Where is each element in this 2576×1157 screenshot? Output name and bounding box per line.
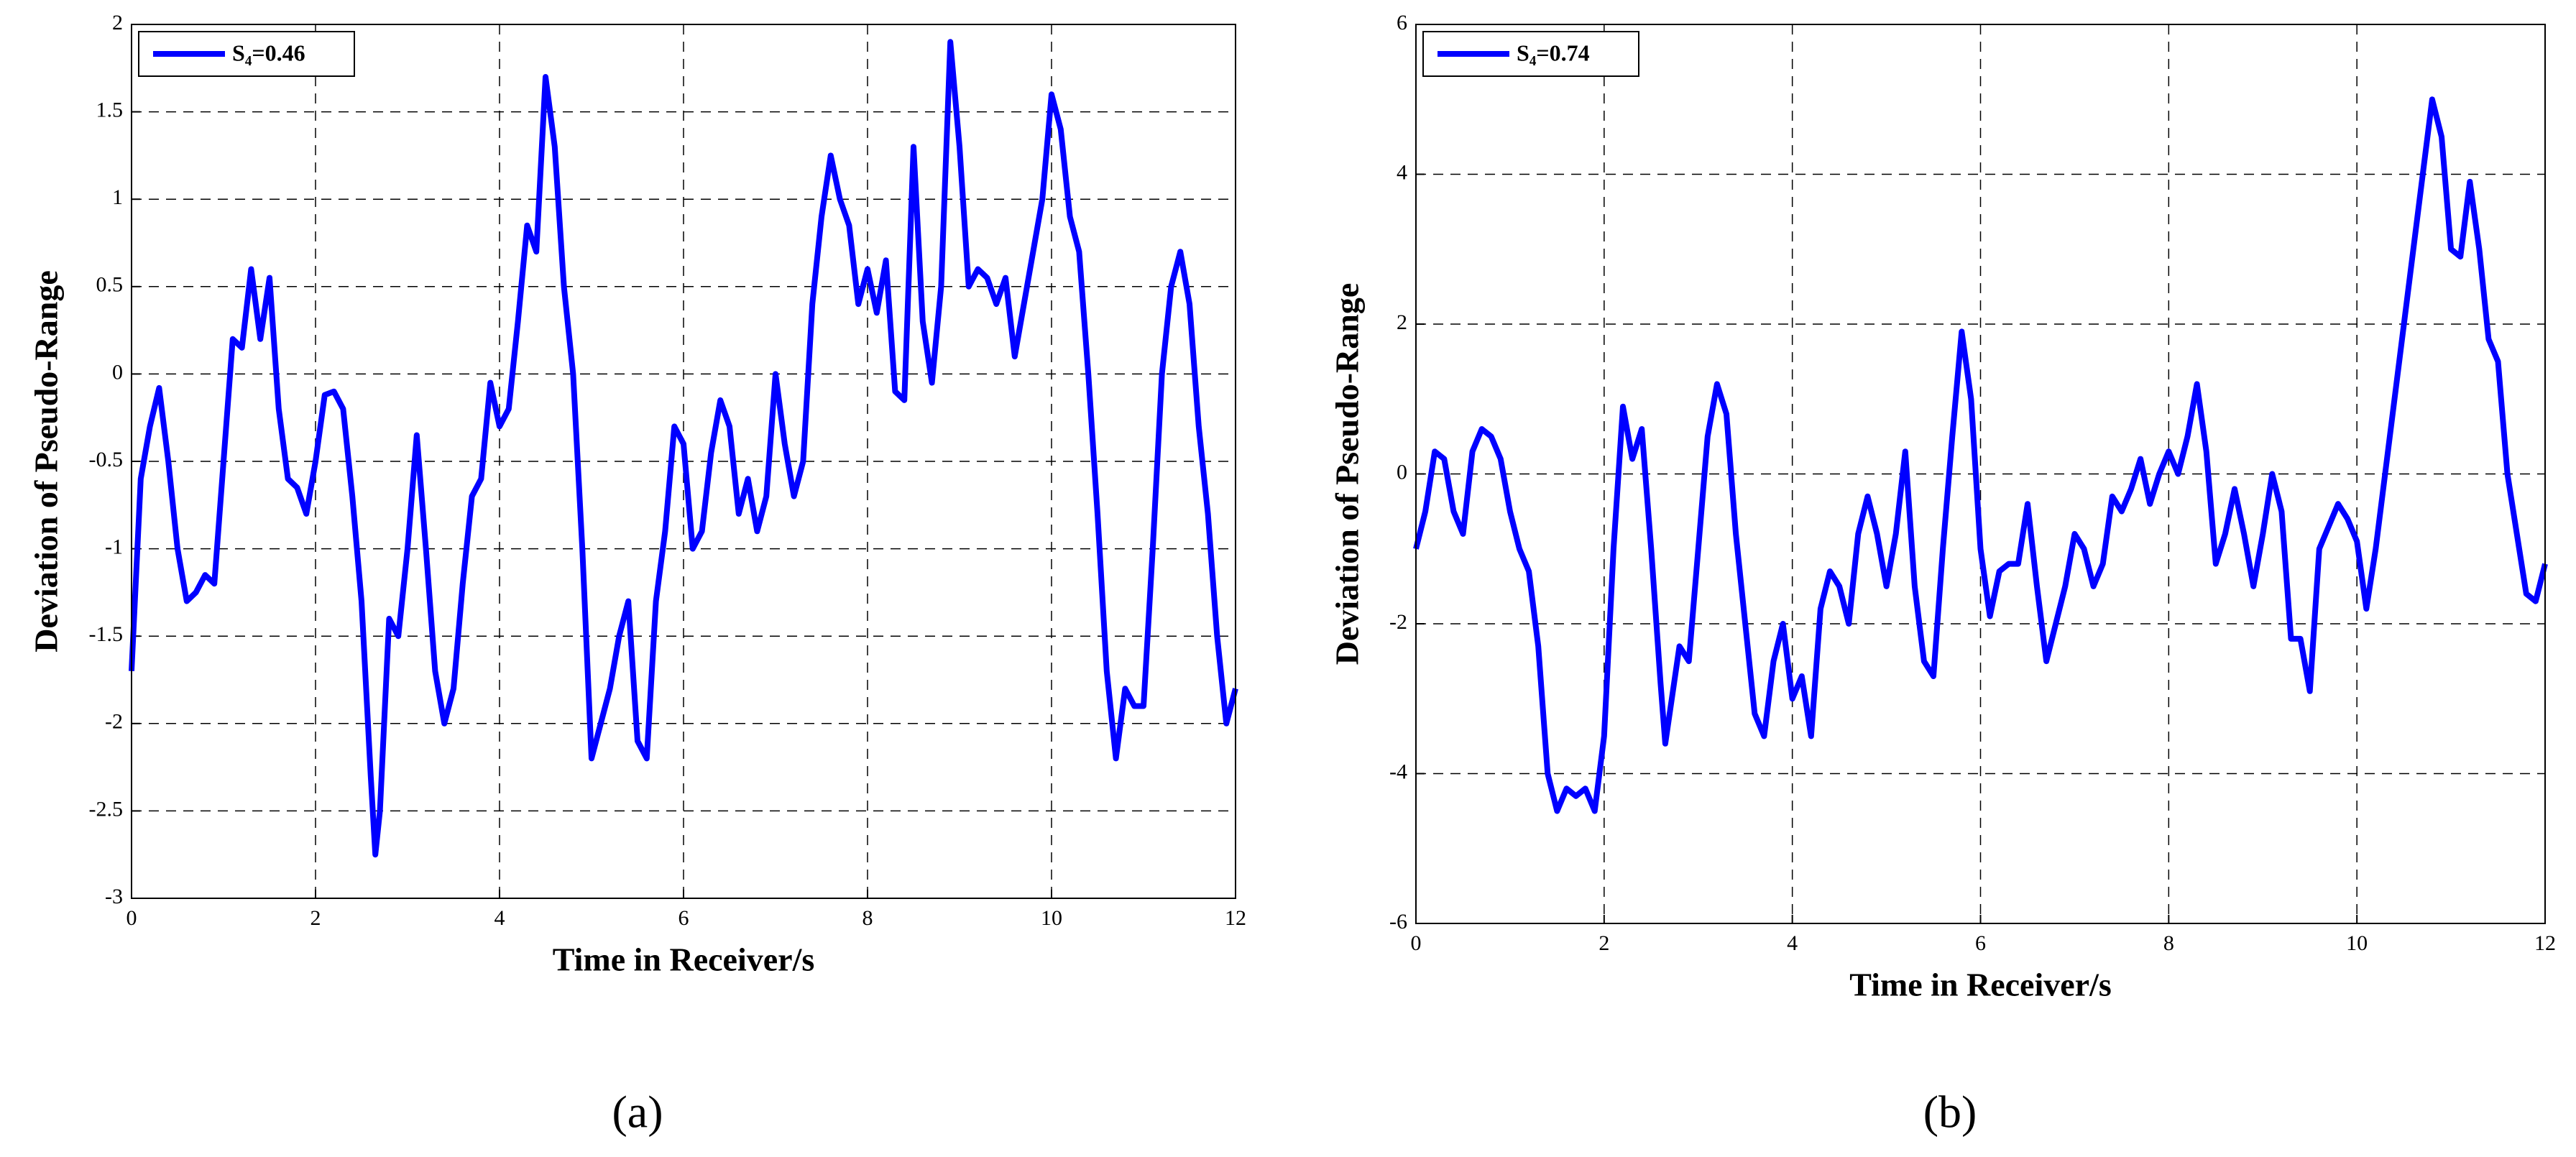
x-tick-label: 2 [310, 906, 321, 930]
plot-frame [1415, 24, 2546, 924]
x-tick-label: 6 [678, 906, 689, 930]
y-tick-label: -2.5 [89, 797, 124, 821]
y-axis-label: Deviation of Pseudo-Range [1329, 283, 1366, 665]
x-tick-label: 6 [1975, 931, 1986, 955]
y-tick-label: -2 [1389, 610, 1407, 634]
x-tick-label: 8 [862, 906, 873, 930]
y-axis-label: Deviation of Pseudo-Range [28, 270, 65, 653]
y-tick-label: 0 [1397, 460, 1407, 484]
plot-frame [131, 24, 1236, 899]
y-tick-label: 0.5 [96, 273, 124, 297]
y-tick-label: -1 [105, 535, 123, 558]
x-tick-label: 0 [1411, 931, 1422, 955]
y-tick-label: -3 [105, 885, 123, 908]
y-tick-label: 2 [112, 11, 123, 34]
legend-label: S₄=0.74 [1517, 40, 1590, 65]
x-tick-label: 10 [2346, 931, 2368, 955]
x-tick-label: 8 [2163, 931, 2174, 955]
y-tick-label: -4 [1389, 760, 1407, 783]
y-tick-label: 6 [1397, 11, 1407, 34]
y-tick-label: 2 [1397, 310, 1407, 334]
x-axis-label: Time in Receiver/s [553, 941, 815, 978]
x-tick-label: 12 [1225, 906, 1246, 930]
y-tick-label: -2 [105, 710, 123, 734]
legend-label: S₄=0.46 [232, 40, 305, 65]
y-tick-label: -0.5 [89, 448, 124, 471]
y-tick-label: 1 [112, 185, 123, 209]
y-tick-label: 4 [1397, 160, 1407, 184]
x-tick-label: 4 [494, 906, 505, 930]
caption: (b) [1923, 1087, 1977, 1138]
y-tick-label: 0 [112, 360, 123, 384]
caption: (a) [612, 1087, 663, 1138]
y-tick-label: -6 [1389, 910, 1407, 934]
y-tick-label: -1.5 [89, 622, 124, 646]
data-line [129, 39, 1238, 858]
x-tick-label: 2 [1598, 931, 1609, 955]
x-tick-label: 4 [1787, 931, 1798, 955]
x-tick-label: 0 [126, 906, 137, 930]
x-tick-label: 10 [1041, 906, 1062, 930]
data-line [1413, 96, 2548, 814]
x-axis-label: Time in Receiver/s [1849, 967, 2112, 1003]
y-tick-label: 1.5 [96, 98, 124, 121]
x-tick-label: 12 [2534, 931, 2556, 955]
